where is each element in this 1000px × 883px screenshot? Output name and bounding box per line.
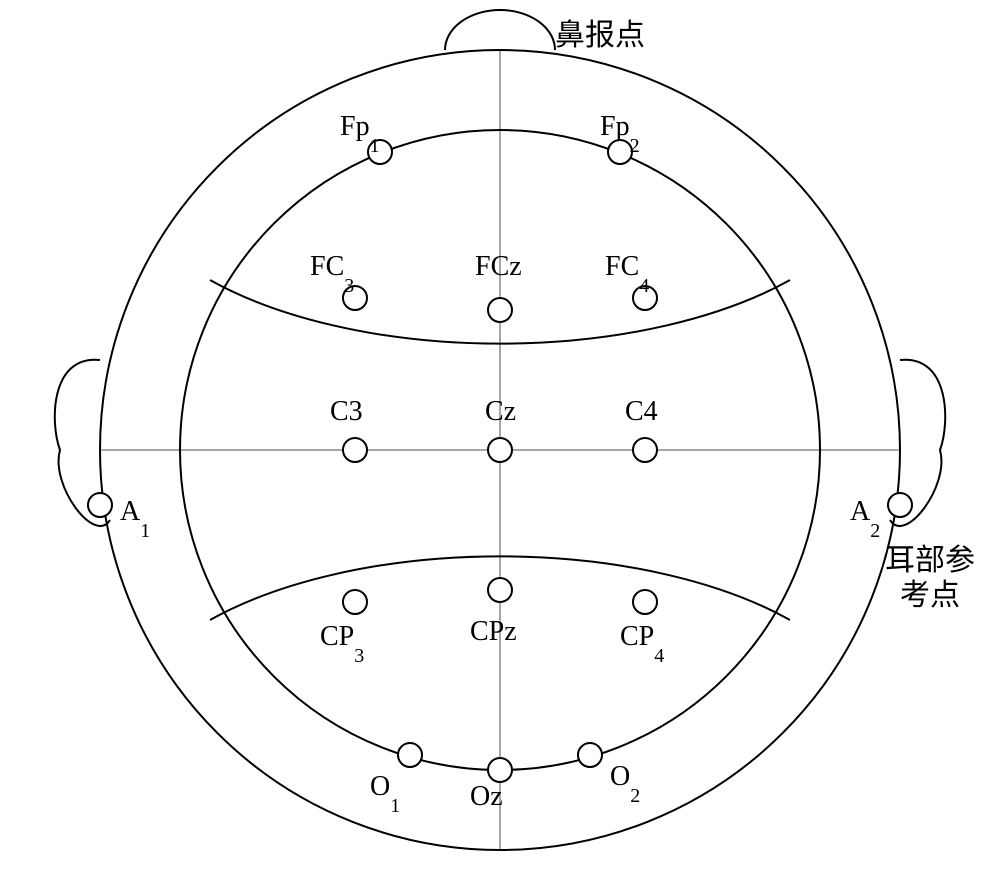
nose-label: 鼻报点 <box>555 19 645 52</box>
electrode-a2 <box>888 493 912 517</box>
electrode-label-cz: Cz <box>485 396 516 427</box>
electrode-fcz <box>488 298 512 322</box>
ear-reference-label-line2: 考点 <box>900 579 960 612</box>
electrode-cz <box>488 438 512 462</box>
electrode-fp2 <box>608 140 632 164</box>
electrode-a1 <box>88 493 112 517</box>
electrode-label-cpz: CPz <box>470 616 517 647</box>
electrode-o2 <box>578 743 602 767</box>
eeg-electrode-diagram: Fp1Fp2FC3FCzFC4C3CzC4CP3CPzCP4O1OzO2A1A2… <box>0 0 1000 883</box>
electrode-label-oz: Oz <box>470 781 503 812</box>
ear-reference-label-line1: 耳部参 <box>885 544 975 577</box>
electrode-cp4 <box>633 590 657 614</box>
electrode-c3 <box>343 438 367 462</box>
electrode-label-c4: C4 <box>625 396 658 427</box>
electrode-cp3 <box>343 590 367 614</box>
nose-outline <box>445 10 555 50</box>
electrode-label-c3: C3 <box>330 396 363 427</box>
electrode-oz <box>488 758 512 782</box>
electrode-c4 <box>633 438 657 462</box>
electrode-o1 <box>398 743 422 767</box>
electrode-label-fcz: FCz <box>475 251 522 282</box>
electrode-cpz <box>488 578 512 602</box>
